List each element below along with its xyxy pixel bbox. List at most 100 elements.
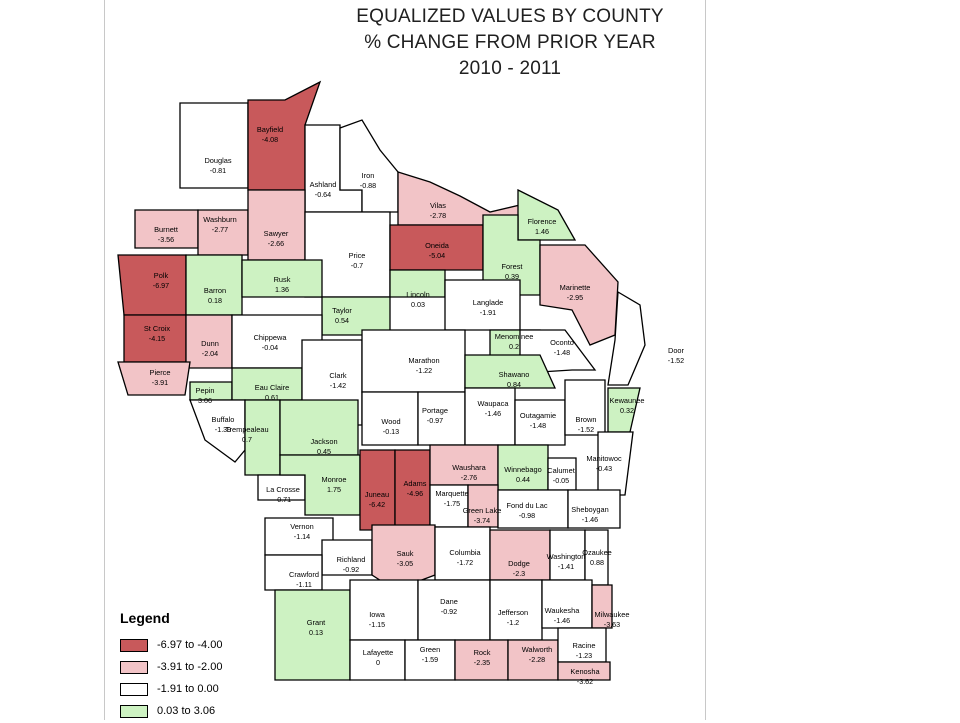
county-value-florence: 1.46 [535, 227, 549, 236]
county-name-burnett: Burnett [154, 225, 178, 234]
county-buffalo [189, 399, 246, 463]
county-milwaukee [591, 584, 613, 629]
county-name-la-crosse: La Crosse [266, 485, 300, 494]
legend-swatch-4 [120, 704, 148, 718]
county-sawyer [247, 189, 306, 261]
map-title: EQUALIZED VALUES BY COUNTY % CHANGE FROM… [300, 4, 720, 82]
county-value-waushara: -2.76 [461, 473, 477, 482]
county-value-jackson: 0.45 [317, 447, 331, 456]
county-name-iowa: Iowa [369, 610, 386, 619]
county-value-menominee: 0.2 [509, 342, 519, 351]
county-door [607, 290, 646, 386]
county-shapes [117, 80, 646, 681]
legend: Legend -6.97 to -4.00 -3.91 to -2.00 -1.… [120, 610, 380, 723]
county-name-washburn: Washburn [203, 215, 236, 224]
county-taylor [321, 296, 391, 336]
county-value-la-crosse: -0.71 [275, 495, 291, 504]
county-value-chippewa: -0.04 [262, 343, 278, 352]
county-name-jackson: Jackson [310, 437, 337, 446]
county-name-door: Door [668, 346, 685, 355]
county-name-columbia: Columbia [449, 548, 481, 557]
county-name-waushara: Waushara [452, 463, 486, 472]
county-value-columbia: -1.72 [457, 558, 473, 567]
county-name-menominee: Menominee [495, 332, 534, 341]
county-name-shawano: Shawano [499, 370, 530, 379]
county-name-eau-claire: Eau Claire [255, 383, 290, 392]
county-name-sauk: Sauk [397, 549, 414, 558]
title-line-2: % CHANGE FROM PRIOR YEAR [364, 32, 656, 53]
county-name-kenosha: Kenosha [570, 667, 600, 676]
county-name-waukesha: Waukesha [545, 606, 581, 615]
county-name-bayfield: Bayfield [257, 125, 283, 134]
county-value-manitowoc: -0.43 [596, 464, 612, 473]
county-value-racine: -1.23 [576, 651, 592, 660]
county-pierce [117, 361, 191, 396]
county-barron [185, 254, 243, 316]
county-value-jefferson: -1.2 [507, 618, 519, 627]
county-sheboygan [567, 489, 621, 529]
county-name-dunn: Dunn [201, 339, 219, 348]
county-name-rusk: Rusk [274, 275, 291, 284]
county-value-forest: 0.39 [505, 272, 519, 281]
county-name-kewaunee: Kewaunee [610, 396, 645, 405]
county-name-calumet: Calumet [547, 466, 575, 475]
county-value-washington: -1.41 [558, 562, 574, 571]
county-name-lincoln: Lincoln [406, 290, 429, 299]
county-value-rusk: 1.36 [275, 285, 289, 294]
county-value-walworth: -2.28 [529, 655, 545, 664]
county-value-door: -1.52 [668, 356, 684, 365]
county-value-trempealeau: 0.7 [242, 435, 252, 444]
county-value-buffalo: -1.39 [215, 425, 231, 434]
county-value-clark: -1.42 [330, 381, 346, 390]
legend-label-2: -3.91 to -2.00 [157, 661, 223, 673]
county-value-ashland: -0.64 [315, 190, 331, 199]
county-value-outagamie: -1.48 [530, 421, 546, 430]
county-name-pierce: Pierce [150, 368, 171, 377]
county-name-wood: Wood [381, 417, 400, 426]
county-value-marathon: -1.22 [416, 366, 432, 375]
county-value-green: -1.59 [422, 655, 438, 664]
county-value-crawford: -1.11 [296, 580, 312, 589]
county-name-dodge: Dodge [508, 559, 530, 568]
county-name-ozaukee: Ozaukee [582, 548, 612, 557]
county-value-rock: -2.35 [474, 658, 490, 667]
county-value-wood: -0.13 [383, 427, 399, 436]
county-value-grant: 0.13 [309, 628, 323, 637]
county-name-milwaukee: Milwaukee [595, 610, 630, 619]
county-value-milwaukee: -3.63 [604, 620, 620, 629]
county-value-kenosha: -3.62 [577, 677, 593, 686]
title-line-3: 2010 - 2011 [458, 58, 562, 79]
county-name-st-croix: St Croix [144, 324, 171, 333]
county-name-brown: Brown [576, 415, 597, 424]
legend-label-3: -1.91 to 0.00 [157, 683, 219, 695]
county-name-taylor: Taylor [332, 306, 352, 315]
county-name-oconto: Oconto [550, 338, 574, 347]
county-value-langlade: -1.91 [480, 308, 496, 317]
county-value-marinette: -2.95 [567, 293, 583, 302]
legend-label-1: -6.97 to -4.00 [157, 639, 223, 651]
county-name-waupaca: Waupaca [478, 399, 510, 408]
legend-row-4: 0.03 to 3.06 [120, 701, 380, 721]
county-name-trempealeau: Trempealeau [225, 425, 268, 434]
county-name-walworth: Walworth [522, 645, 553, 654]
county-name-clark: Clark [329, 371, 347, 380]
county-value-pierce: -3.91 [152, 378, 168, 387]
county-value-richland: -0.92 [343, 565, 359, 574]
county-value-oneida: -5.04 [429, 251, 445, 260]
county-name-juneau: Juneau [365, 490, 389, 499]
legend-swatch-1 [120, 638, 148, 652]
county-value-sheboygan: -1.46 [582, 515, 598, 524]
county-value-kewaunee: 0.32 [620, 406, 634, 415]
county-name-marathon: Marathon [408, 356, 439, 365]
county-name-green-lake: Green Lake [463, 506, 502, 515]
county-name-sawyer: Sawyer [264, 229, 289, 238]
county-value-lafayette: 0 [376, 658, 380, 667]
county-value-monroe: 1.75 [327, 485, 341, 494]
county-value-juneau: -6.42 [369, 500, 385, 509]
county-value-fond-du-lac: -0.98 [519, 511, 535, 520]
county-value-winnebago: 0.44 [516, 475, 530, 484]
county-name-vernon: Vernon [290, 522, 313, 531]
county-value-sawyer: -2.66 [268, 239, 284, 248]
county-name-portage: Portage [422, 406, 448, 415]
